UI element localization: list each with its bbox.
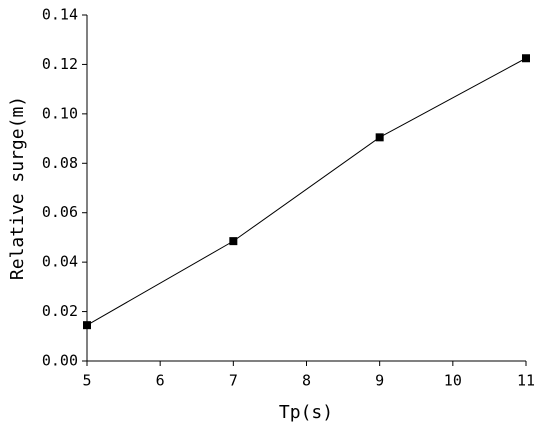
marker: [375, 133, 384, 142]
x-tick-label: 11: [517, 372, 535, 390]
y-tick-label: 0.04: [42, 253, 78, 271]
y-axis-label: Relative surge(m): [7, 96, 28, 280]
y-tick-label: 0.02: [42, 302, 78, 320]
marker: [83, 321, 91, 330]
x-tick-label: 7: [229, 372, 238, 390]
marker: [522, 54, 530, 63]
y-tick-label: 0.10: [42, 104, 78, 122]
x-tick-label: 10: [444, 372, 462, 390]
y-tick-label: 0.08: [42, 154, 78, 172]
y-tick-label: 0.12: [42, 55, 78, 73]
x-axis-label: Tp(s): [279, 402, 333, 423]
x-tick-label: 9: [375, 372, 384, 390]
x-tick-label: 6: [156, 372, 165, 390]
x-tick-label: 8: [302, 372, 311, 390]
y-tick-label: 0.06: [42, 203, 78, 221]
y-tick-label: 0.14: [42, 6, 78, 24]
line: [86, 57, 527, 326]
x-tick-label: 5: [82, 372, 91, 390]
y-tick-label: 0.00: [42, 352, 78, 370]
marker: [229, 237, 238, 246]
